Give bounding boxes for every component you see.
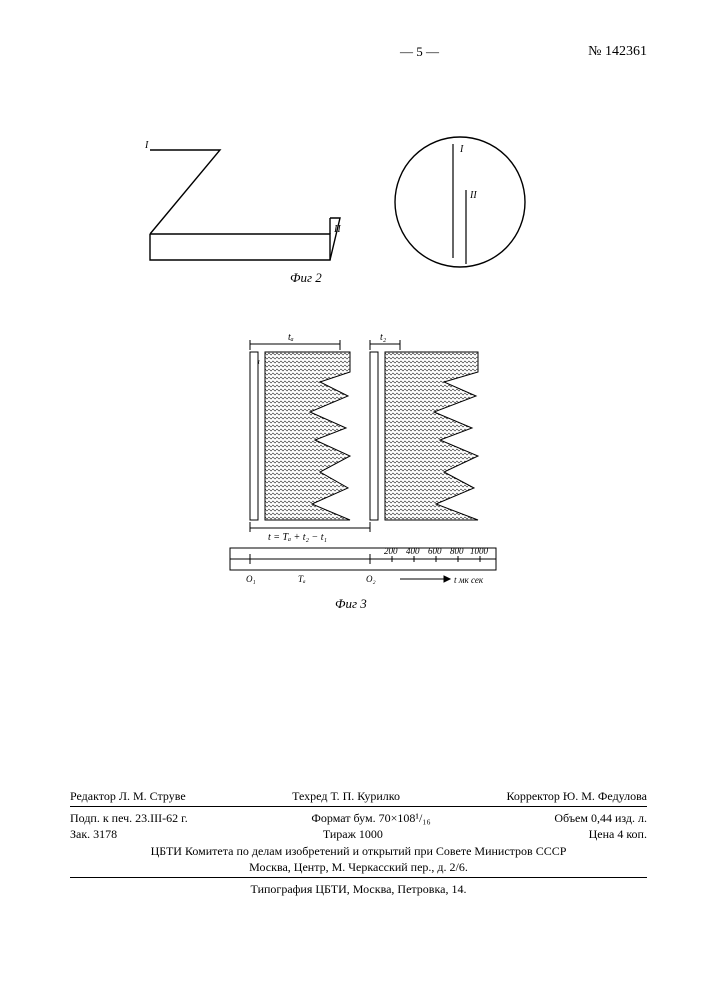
corrector: Корректор Ю. М. Федулова — [506, 788, 647, 804]
figure-2: I II I II — [130, 130, 550, 284]
fig3-tick-400: 400 — [406, 546, 420, 556]
fig2-label-II-right: II — [469, 190, 477, 201]
editor: Редактор Л. М. Струве — [70, 788, 186, 804]
fig3-O2: O₂ — [366, 574, 376, 584]
imprint-block: Редактор Л. М. Струве Техред Т. П. Курил… — [70, 788, 647, 897]
techred: Техред Т. П. Курилко — [292, 788, 400, 804]
fig3-label-ta: tₐ — [288, 332, 294, 343]
fig2-label-I-left: I — [144, 140, 149, 151]
org-line-2: Москва, Центр, М. Черкасский пер., д. 2/… — [70, 859, 647, 875]
fig2-label-I-right: I — [459, 144, 464, 155]
imprint-rule-1 — [70, 806, 647, 807]
signed-to-print: Подп. к печ. 23.III-62 г. — [70, 810, 188, 826]
figure-3: tₐ t₁ t₂ t = Tₐ + t₂ − t₁ — [220, 332, 510, 594]
order-number: Зак. 3178 — [70, 826, 117, 842]
fig3-tick-200: 200 — [384, 546, 398, 556]
fig2-label-II-left: II — [333, 224, 341, 235]
volume: Объем 0,44 изд. л. — [554, 810, 647, 826]
fig3-tick-600: 600 — [428, 546, 442, 556]
org-line-1: ЦБТИ Комитета по делам изобретений и отк… — [70, 843, 647, 859]
fig3-tick-800: 800 — [450, 546, 464, 556]
document-number: № 142361 — [588, 44, 647, 60]
figure-3-caption: Фиг 3 — [335, 596, 367, 612]
price: Цена 4 коп. — [589, 826, 647, 842]
fig3-Ta: Tₐ — [298, 574, 306, 584]
figure-2-caption: Фиг 2 — [290, 270, 322, 286]
imprint-rule-2 — [70, 877, 647, 878]
typography-line: Типография ЦБТИ, Москва, Петровка, 14. — [70, 881, 647, 897]
figure-2-svg: I II I II — [130, 130, 550, 280]
figure-3-svg: tₐ t₁ t₂ t = Tₐ + t₂ − t₁ — [220, 332, 510, 590]
page-number: — 5 — — [400, 44, 439, 60]
fig3-O1: O₁ — [246, 574, 256, 584]
tirage: Тираж 1000 — [323, 826, 383, 842]
fig3-label-t2: t₂ — [380, 332, 387, 343]
fig3-formula: t = Tₐ + t₂ − t₁ — [268, 532, 327, 543]
paper-format: Формат бум. 70×108¹/₁₆ — [311, 810, 430, 826]
fig3-axis-unit: t мк сек — [454, 575, 484, 585]
fig3-tick-1000: 1000 — [470, 546, 489, 556]
